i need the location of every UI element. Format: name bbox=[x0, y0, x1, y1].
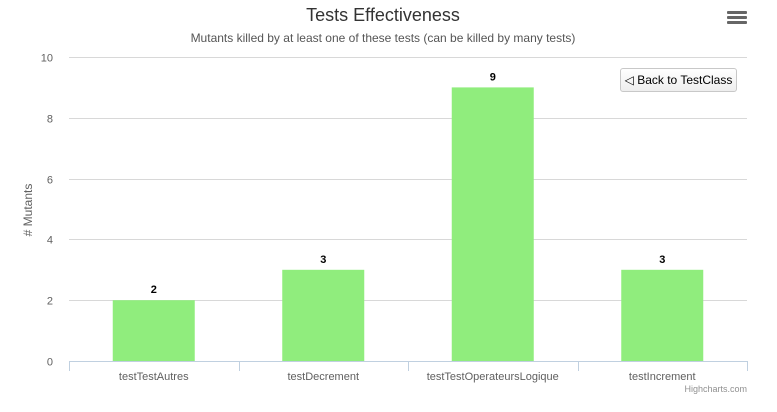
menu-bar bbox=[727, 16, 747, 19]
menu-bar bbox=[727, 21, 747, 24]
x-axis: testTestAutres testDecrement testTestOpera… bbox=[69, 361, 748, 383]
bar-testTestAutres[interactable] bbox=[112, 300, 195, 361]
data-labels: 2 3 9 3 bbox=[151, 71, 666, 296]
bar-testIncrement[interactable] bbox=[621, 269, 704, 361]
y-tick-label: 6 bbox=[47, 175, 53, 187]
x-tick-label: testTestOperateursLogique bbox=[427, 371, 559, 383]
x-tick-label: testIncrement bbox=[629, 371, 696, 383]
y-tick-label: 8 bbox=[47, 114, 53, 126]
y-axis-ticks: 0 2 4 6 8 10 bbox=[41, 53, 53, 369]
chart-title: Tests Effectiveness bbox=[306, 5, 460, 25]
x-tick-label: testDecrement bbox=[287, 371, 359, 383]
y-tick-label: 0 bbox=[47, 357, 53, 369]
data-label: 9 bbox=[490, 71, 496, 83]
y-tick-label: 2 bbox=[47, 296, 53, 308]
back-to-testclass-button[interactable]: ◁ Back to TestClass bbox=[620, 68, 737, 92]
y-tick-label: 4 bbox=[47, 235, 53, 247]
data-label: 2 bbox=[151, 284, 157, 296]
hamburger-menu-icon[interactable] bbox=[727, 11, 747, 27]
bar-testDecrement[interactable] bbox=[282, 269, 365, 361]
credits-link[interactable]: Highcharts.com bbox=[684, 384, 747, 394]
chart-subtitle: Mutants killed by at least one of these … bbox=[191, 31, 576, 45]
data-label: 3 bbox=[659, 254, 665, 266]
bar-testTestOperateursLogique[interactable] bbox=[451, 87, 534, 362]
x-tick-label: testTestAutres bbox=[119, 371, 189, 383]
data-label: 3 bbox=[320, 254, 326, 266]
y-axis-title: # Mutants bbox=[21, 184, 35, 237]
y-tick-label: 10 bbox=[41, 53, 53, 65]
menu-bar bbox=[727, 11, 747, 14]
bars bbox=[112, 87, 704, 362]
grid-lines bbox=[69, 57, 747, 301]
